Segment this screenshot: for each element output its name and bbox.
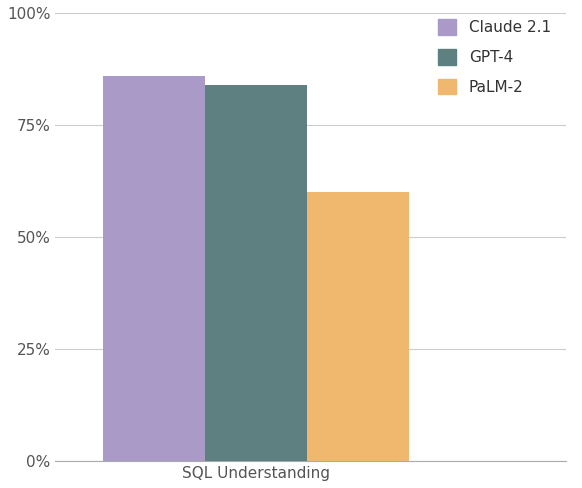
Bar [102, 76, 205, 461]
Bar [205, 84, 307, 461]
Legend: Claude 2.1, GPT-4, PaLM-2: Claude 2.1, GPT-4, PaLM-2 [431, 12, 558, 102]
Bar [307, 192, 409, 461]
